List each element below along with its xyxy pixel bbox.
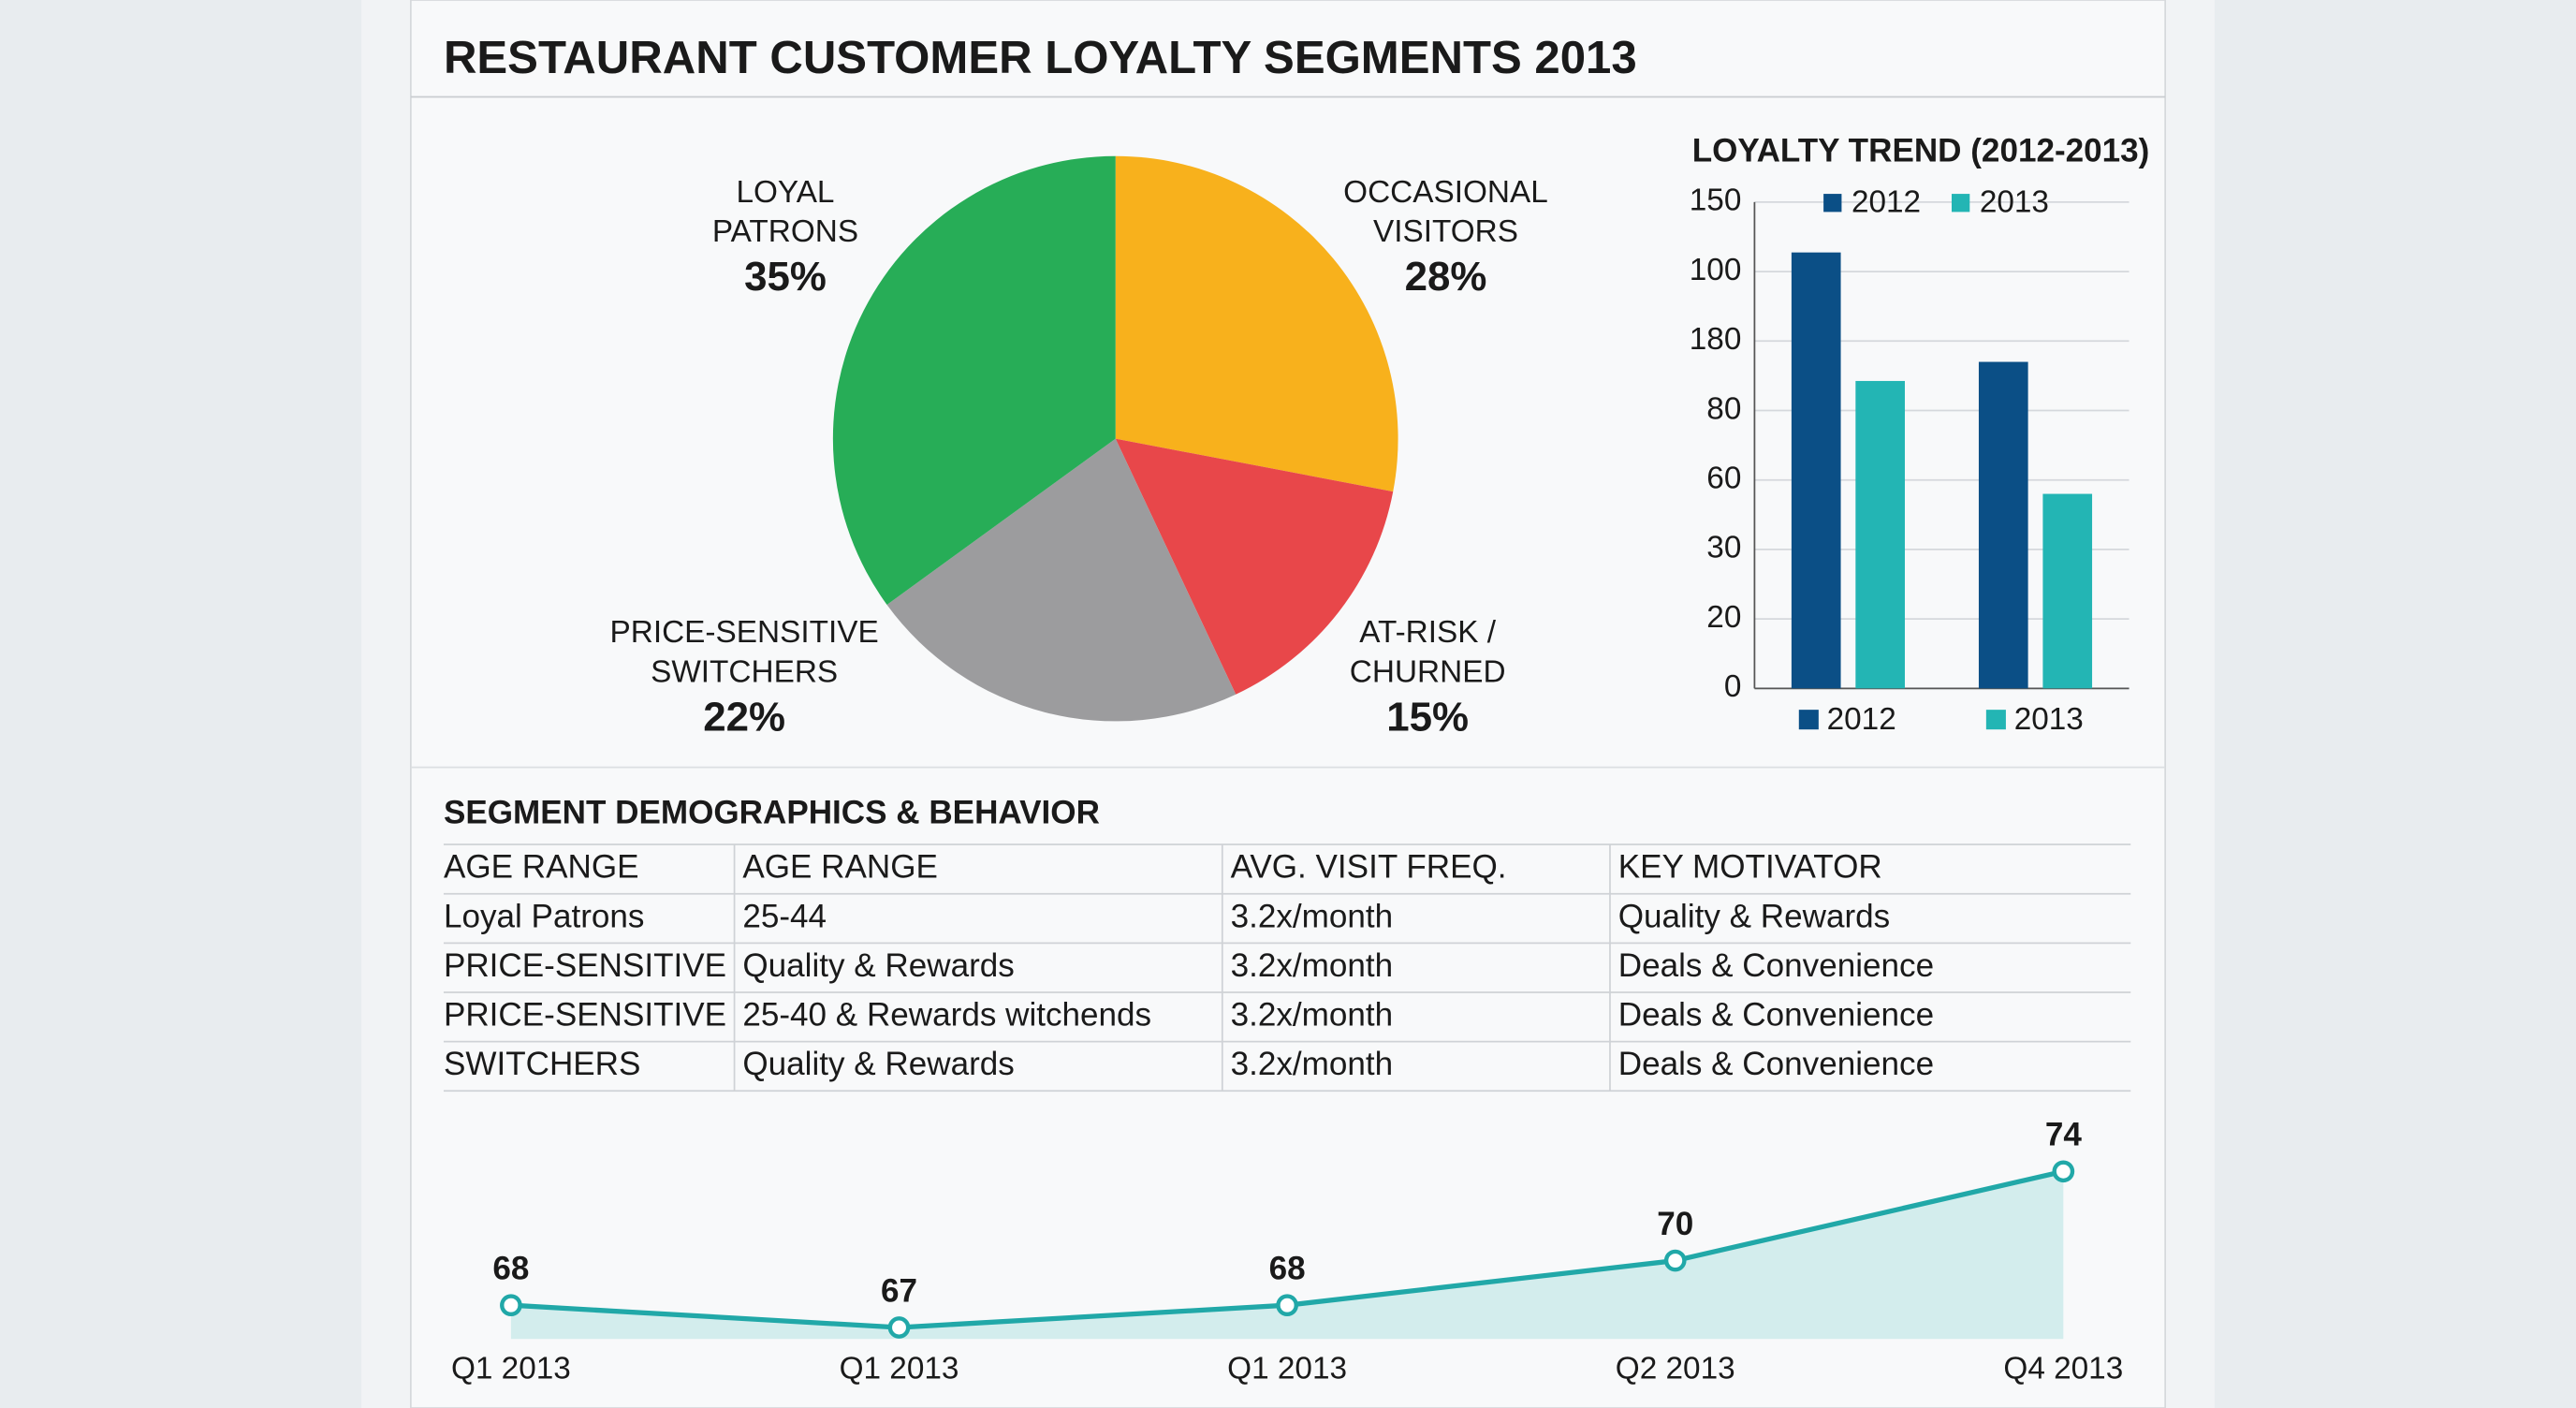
slice-label-box: PRICE-SENSITIVE SWITCHERS <box>609 616 879 691</box>
table-cell: Quality & Rewards <box>742 947 1014 984</box>
table-cell: PRICE-SENSITIVE <box>444 997 726 1034</box>
table-cell: PRICE-SENSITIVE <box>444 947 726 984</box>
slice-label: PRICE-SENSITIVE SWITCHERS <box>609 616 879 691</box>
point <box>500 1294 522 1317</box>
point <box>1276 1294 1298 1317</box>
slice-value-label: 15% <box>1386 694 1469 740</box>
value-label: 68 <box>1269 1251 1306 1287</box>
pie-slice <box>886 438 1237 722</box>
legend-label: 2013 <box>1980 184 2049 219</box>
x-tick-label: 2013 <box>2014 702 2084 737</box>
table-header-cell: KEY MOTIVATOR <box>1618 849 1882 886</box>
bar <box>1855 380 1905 689</box>
table-cell: Deals & Convenience <box>1618 997 1934 1034</box>
x-tick-label: Q1 2013 <box>840 1351 959 1386</box>
bar <box>1791 252 1841 689</box>
table-cell: 25-44 <box>742 898 827 934</box>
table-cell: Quality & Rewards <box>742 1046 1014 1082</box>
table-header-cell: AVG. VISIT FREQ. <box>1231 849 1507 886</box>
legend-label: 2012 <box>1852 184 1921 219</box>
slice-value-label: 35% <box>744 254 827 300</box>
table-cell: 3.2x/month <box>1231 898 1394 934</box>
table-cell: 3.2x/month <box>1231 997 1394 1034</box>
slice-value-label: 28% <box>1405 254 1487 300</box>
table-cell: 3.2x/month <box>1231 947 1394 984</box>
value-label: 67 <box>881 1272 917 1309</box>
table-cell: Loyal Patrons <box>444 898 645 934</box>
y-tick-label: 180 <box>1690 322 1742 357</box>
table-cell: 25-40 & Rewards witchends <box>742 997 1151 1034</box>
table-cell: 3.2x/month <box>1231 1046 1394 1082</box>
x-tick-label: Q1 2013 <box>451 1351 571 1386</box>
category-swatch <box>1798 710 1819 730</box>
legend-swatch <box>1823 194 1842 213</box>
table-cell: Deals & Convenience <box>1618 1046 1934 1082</box>
slice-value-label: 22% <box>703 694 785 740</box>
bar-chart-title: LOYALTY TREND (2012-2013) <box>1692 132 2150 169</box>
bar <box>2042 493 2093 689</box>
slice-label: OCCASIONAL VISITORS <box>1343 175 1548 250</box>
x-tick-label: 2012 <box>1827 702 1896 737</box>
bar <box>1978 361 2028 689</box>
pie-slice <box>1115 155 1398 492</box>
y-tick-label: 30 <box>1706 531 1741 565</box>
slice-label-box: LOYAL PATRONS <box>711 175 859 250</box>
slice-label: AT-RISK / CHURNED <box>1349 616 1506 691</box>
y-tick-label: 150 <box>1690 183 1742 218</box>
table-cell: Deals & Convenience <box>1618 947 1934 984</box>
pie-slice <box>832 155 1116 605</box>
table-title: SEGMENT DEMOGRAPHICS & BEHAVIOR <box>444 795 1100 831</box>
slice-label-box: OCCASIONAL VISITORS <box>1343 175 1548 250</box>
area <box>510 1171 2064 1340</box>
point <box>1663 1249 1687 1272</box>
value-label: 74 <box>2045 1117 2083 1153</box>
table-cell: Quality & Rewards <box>1618 898 1890 934</box>
x-tick-label: Q1 2013 <box>1227 1351 1347 1386</box>
page-title: RESTAURANT CUSTOMER LOYALTY SEGMENTS 201… <box>444 33 1637 83</box>
value-label: 68 <box>492 1251 529 1287</box>
category-swatch <box>1985 710 2006 730</box>
y-tick-label: 20 <box>1706 600 1741 635</box>
table-header-cell: AGE RANGE <box>444 849 639 886</box>
y-tick-label: 0 <box>1724 669 1742 704</box>
point <box>2052 1160 2075 1183</box>
x-tick-label: Q2 2013 <box>1616 1351 1735 1386</box>
slice-label: LOYAL PATRONS <box>711 175 859 250</box>
y-tick-label: 100 <box>1690 253 1742 287</box>
table: AGE RANGE AGE RANGE AVG. VISIT FREQ. KEY MO… <box>444 843 2131 1093</box>
value-label: 70 <box>1657 1206 1693 1242</box>
pie-slice <box>1115 438 1394 695</box>
legend-swatch <box>1952 194 1970 213</box>
x-tick-label: Q4 2013 <box>2003 1351 2123 1386</box>
point <box>887 1316 911 1339</box>
table-header-cell: AGE RANGE <box>742 849 938 886</box>
slice-label-box: AT-RISK / CHURNED <box>1349 616 1506 691</box>
table-cell: SWITCHERS <box>444 1046 640 1082</box>
y-tick-label: 60 <box>1706 462 1741 496</box>
y-tick-label: 80 <box>1706 391 1741 426</box>
